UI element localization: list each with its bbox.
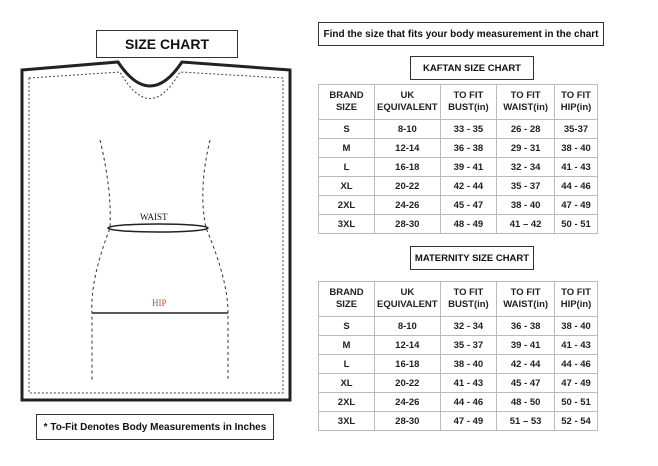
hip-label: HIP bbox=[152, 298, 167, 308]
footnote: * To-Fit Denotes Body Measurements in In… bbox=[36, 414, 274, 440]
table-cell: 8-10 bbox=[374, 316, 441, 336]
table-cell: 32 - 34 bbox=[496, 157, 556, 177]
table-cell: 47 - 49 bbox=[554, 195, 598, 215]
table-cell: S bbox=[317, 316, 376, 336]
table-cell: 35 - 37 bbox=[439, 335, 498, 355]
table-cell: 39 - 41 bbox=[496, 335, 556, 355]
table-cell: XL bbox=[317, 176, 376, 196]
table-row: S 8-10 33 - 35 26 - 28 35-37 bbox=[317, 119, 598, 139]
table-cell: 48 - 50 bbox=[496, 392, 556, 412]
table-cell: 3XL bbox=[317, 411, 376, 431]
column-header: TO FIT HIP(in) bbox=[554, 84, 598, 120]
table-cell: 33 - 35 bbox=[439, 119, 498, 139]
table-row: L 16-18 39 - 41 32 - 34 41 - 43 bbox=[317, 157, 598, 177]
table-cell: 41 – 42 bbox=[496, 214, 556, 234]
table-cell: 44 - 46 bbox=[554, 176, 598, 196]
table-cell: 41 - 43 bbox=[554, 157, 598, 177]
table-cell: 38 - 40 bbox=[554, 316, 598, 336]
table-row: XL 20-22 42 - 44 35 - 37 44 - 46 bbox=[317, 176, 598, 196]
table-cell: 20-22 bbox=[374, 176, 441, 196]
table-row: M 12-14 35 - 37 39 - 41 41 - 43 bbox=[317, 335, 598, 355]
table-cell: 39 - 41 bbox=[439, 157, 498, 177]
table-row: 3XL 28-30 47 - 49 51 – 53 52 - 54 bbox=[317, 411, 598, 431]
maternity-title: MATERNITY SIZE CHART bbox=[410, 246, 534, 270]
table-cell: 16-18 bbox=[374, 157, 441, 177]
table-cell: 8-10 bbox=[374, 119, 441, 139]
table-cell: 44 - 46 bbox=[554, 354, 598, 374]
table-cell: 32 - 34 bbox=[439, 316, 498, 336]
table-cell: 12-14 bbox=[374, 335, 441, 355]
table-cell: 16-18 bbox=[374, 354, 441, 374]
instruction: Find the size that fits your body measur… bbox=[318, 22, 604, 46]
table-cell: XL bbox=[317, 373, 376, 393]
table-cell: 38 - 40 bbox=[496, 195, 556, 215]
column-header: UK EQUIVALENT bbox=[374, 84, 441, 120]
table-cell: 42 - 44 bbox=[439, 176, 498, 196]
table-cell: M bbox=[317, 335, 376, 355]
column-header: TO FIT BUST(in) bbox=[439, 281, 498, 317]
table-cell: 36 - 38 bbox=[496, 316, 556, 336]
table-row: S 8-10 32 - 34 36 - 38 38 - 40 bbox=[317, 316, 598, 336]
column-header: UK EQUIVALENT bbox=[374, 281, 441, 317]
table-cell: L bbox=[317, 157, 376, 177]
column-header: BRAND SIZE bbox=[317, 281, 376, 317]
table-cell: 52 - 54 bbox=[554, 411, 598, 431]
kaftan-size-table: BRAND SIZE UK EQUIVALENT TO FIT BUST(in) TO FI… bbox=[317, 84, 598, 234]
table-cell: 47 - 49 bbox=[554, 373, 598, 393]
table-cell: 51 – 53 bbox=[496, 411, 556, 431]
header-row: BRAND SIZE UK EQUIVALENT TO FIT BUST(in) TO FI… bbox=[317, 281, 598, 317]
table-cell: 26 - 28 bbox=[496, 119, 556, 139]
table-cell: 2XL bbox=[317, 195, 376, 215]
column-header: TO FIT BUST(in) bbox=[439, 84, 498, 120]
column-header: TO FIT WAIST(in) bbox=[496, 84, 556, 120]
column-header: TO FIT WAIST(in) bbox=[496, 281, 556, 317]
table-cell: 41 - 43 bbox=[439, 373, 498, 393]
table-cell: 24-26 bbox=[374, 392, 441, 412]
table-cell: 38 - 40 bbox=[439, 354, 498, 374]
garment-diagram bbox=[20, 60, 292, 402]
table-cell: 35 - 37 bbox=[496, 176, 556, 196]
table-cell: L bbox=[317, 354, 376, 374]
table-cell: 47 - 49 bbox=[439, 411, 498, 431]
waist-label: WAIST bbox=[140, 212, 168, 222]
table-cell: 28-30 bbox=[374, 214, 441, 234]
table-cell: 2XL bbox=[317, 392, 376, 412]
table-cell: 24-26 bbox=[374, 195, 441, 215]
table-cell: 42 - 44 bbox=[496, 354, 556, 374]
table-cell: 12-14 bbox=[374, 138, 441, 158]
table-cell: M bbox=[317, 138, 376, 158]
table-cell: 3XL bbox=[317, 214, 376, 234]
table-cell: 28-30 bbox=[374, 411, 441, 431]
table-cell: 44 - 46 bbox=[439, 392, 498, 412]
table-cell: 38 - 40 bbox=[554, 138, 598, 158]
table-row: 3XL 28-30 48 - 49 41 – 42 50 - 51 bbox=[317, 214, 598, 234]
header-row: BRAND SIZE UK EQUIVALENT TO FIT BUST(in) TO FI… bbox=[317, 84, 598, 120]
table-cell: 29 - 31 bbox=[496, 138, 556, 158]
column-header: BRAND SIZE bbox=[317, 84, 376, 120]
table-cell: 50 - 51 bbox=[554, 392, 598, 412]
table-cell: 20-22 bbox=[374, 373, 441, 393]
page-title: SIZE CHART bbox=[96, 30, 238, 58]
maternity-size-table: BRAND SIZE UK EQUIVALENT TO FIT BUST(in) TO FI… bbox=[317, 281, 598, 431]
table-cell: 48 - 49 bbox=[439, 214, 498, 234]
table-row: 2XL 24-26 45 - 47 38 - 40 47 - 49 bbox=[317, 195, 598, 215]
table-row: XL 20-22 41 - 43 45 - 47 47 - 49 bbox=[317, 373, 598, 393]
table-cell: 45 - 47 bbox=[496, 373, 556, 393]
table-cell: 45 - 47 bbox=[439, 195, 498, 215]
table-cell: 35-37 bbox=[554, 119, 598, 139]
table-cell: S bbox=[317, 119, 376, 139]
table-cell: 50 - 51 bbox=[554, 214, 598, 234]
table-row: L 16-18 38 - 40 42 - 44 44 - 46 bbox=[317, 354, 598, 374]
table-cell: 36 - 38 bbox=[439, 138, 498, 158]
table-row: M 12-14 36 - 38 29 - 31 38 - 40 bbox=[317, 138, 598, 158]
column-header: TO FIT HIP(in) bbox=[554, 281, 598, 317]
kaftan-title: KAFTAN SIZE CHART bbox=[410, 56, 534, 80]
table-cell: 41 - 43 bbox=[554, 335, 598, 355]
table-row: 2XL 24-26 44 - 46 48 - 50 50 - 51 bbox=[317, 392, 598, 412]
